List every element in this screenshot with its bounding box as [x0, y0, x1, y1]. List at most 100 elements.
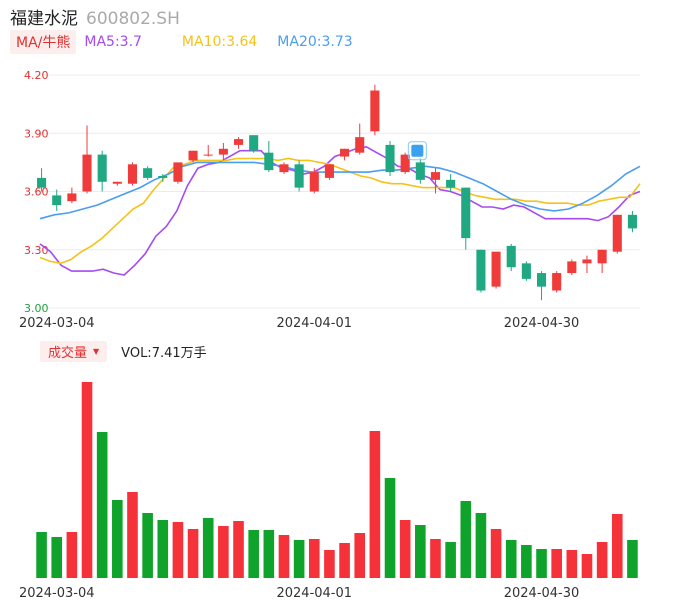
candle-body [536, 273, 547, 287]
volume-bar [536, 549, 547, 578]
volume-bar [490, 529, 502, 578]
ma10-line [39, 157, 641, 265]
candle-body [385, 144, 395, 173]
candle [127, 162, 138, 186]
candle-body [476, 249, 486, 291]
volume-bar [218, 526, 229, 578]
candle-body [355, 137, 365, 153]
candle [112, 181, 122, 186]
volume-toggle-button[interactable]: 成交量 ▼ [40, 340, 108, 362]
candle [400, 152, 410, 175]
volume-bar [354, 533, 366, 578]
candle [415, 158, 425, 184]
candle [309, 168, 319, 194]
candle [249, 135, 259, 153]
ma-toggle-button[interactable]: MA/牛熊 [10, 30, 77, 54]
candle-body [446, 179, 456, 188]
volume-value: VOL:7.41万手 [121, 345, 207, 361]
volume-bar [566, 550, 578, 578]
candle [340, 148, 350, 161]
candle-body [491, 251, 501, 287]
candle-body [112, 181, 122, 184]
y-tick-label: 3.00 [24, 302, 49, 315]
ma5-line [39, 145, 641, 276]
candle [97, 150, 107, 192]
volume-bar [581, 554, 593, 578]
candle [67, 187, 77, 204]
volume-bar [96, 432, 108, 578]
candle [82, 125, 92, 194]
ma20-legend: MA20:3.73 [277, 34, 353, 50]
candle-body [143, 168, 153, 178]
volume-bar [369, 431, 381, 578]
x-tick-label: 2024-04-30 [504, 586, 580, 601]
marker-box [411, 144, 424, 157]
x-tick-label: 2024-04-01 [276, 586, 352, 601]
candle-body [582, 259, 592, 264]
candle-body [324, 164, 334, 178]
volume-bar [475, 513, 487, 578]
volume-bar [248, 530, 259, 578]
candle [203, 144, 213, 157]
candle [627, 210, 637, 233]
volume-bar [308, 539, 320, 578]
volume-bar [445, 542, 456, 578]
caret-down-icon: ▼ [93, 346, 100, 356]
volume-bar [627, 540, 638, 578]
ma20-line [39, 161, 641, 220]
candle-body [370, 90, 380, 132]
candle [536, 271, 547, 301]
y-tick-label: 3.30 [24, 244, 49, 257]
volume-bar [187, 529, 199, 578]
marker-icon[interactable] [407, 141, 427, 161]
candle [279, 162, 289, 175]
candle-body [37, 177, 47, 188]
volume-bar [142, 513, 153, 578]
volume-bar [278, 535, 290, 578]
volume-bar [551, 549, 562, 578]
candle-body [340, 148, 350, 157]
candle-body [279, 164, 289, 173]
volume-bar [293, 540, 305, 578]
candle [264, 141, 274, 173]
candle-body [309, 172, 319, 192]
volume-bar [112, 500, 123, 578]
volume-bar [339, 543, 350, 578]
volume-bar [66, 532, 78, 578]
volume-bar [233, 521, 244, 578]
volume-bar [399, 520, 411, 578]
volume-legend: 成交量 ▼ VOL:7.41万手 [40, 340, 207, 362]
volume-bar [611, 514, 623, 578]
price-grid [34, 74, 640, 309]
volume-bar [596, 542, 608, 578]
ma5-legend: MA5:3.7 [84, 34, 142, 50]
candle [446, 174, 456, 192]
candle [597, 249, 607, 274]
candle-body [203, 154, 213, 156]
candle-body [461, 187, 471, 239]
candle-body [233, 139, 244, 145]
candle-body [597, 249, 607, 264]
candle [552, 271, 562, 293]
candle [370, 84, 380, 136]
candle-body [249, 135, 259, 151]
volume-bar [384, 478, 396, 578]
y-tick-label: 4.20 [24, 69, 49, 82]
candle-body [158, 175, 168, 178]
candle-body [552, 273, 562, 291]
volume-bar [202, 518, 214, 578]
candle-body [67, 193, 77, 202]
candle [491, 251, 501, 289]
price-date-axis: 2024-03-04 2024-04-01 2024-04-30 [19, 316, 579, 331]
candle-body [430, 172, 441, 180]
candle [521, 261, 531, 281]
candle [476, 249, 486, 293]
candle-body [97, 154, 107, 182]
volume-bar [521, 545, 532, 578]
x-tick-label: 2024-04-30 [504, 316, 580, 331]
candle [158, 174, 168, 182]
volume-bar [430, 539, 441, 578]
candle [582, 255, 592, 274]
volume-bar [81, 382, 93, 578]
